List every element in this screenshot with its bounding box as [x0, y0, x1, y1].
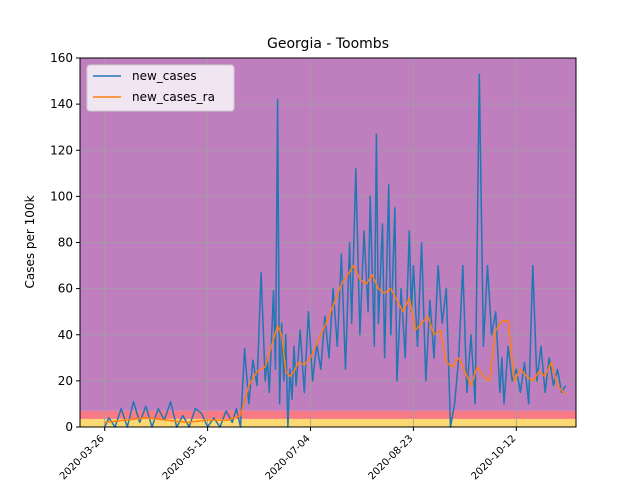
series-line-new_cases_ra: [104, 264, 567, 424]
x-tick-label: 2020-08-23: [367, 433, 416, 480]
legend-box: [86, 64, 235, 112]
y-tick-label: 140: [50, 97, 73, 111]
y-axis: 0 20 40 60 80 100 120 140 160: [50, 51, 80, 434]
legend-label: new_cases_ra: [132, 90, 215, 104]
background-band-1: [80, 410, 576, 419]
x-tick-label: 2020-05-15: [161, 433, 210, 480]
legend-label: new_cases: [132, 69, 197, 83]
y-tick-label: 160: [50, 51, 73, 65]
y-tick-label: 20: [58, 374, 73, 388]
y-axis-label: Cases per 100k: [23, 195, 37, 288]
y-tick-label: 80: [58, 236, 73, 250]
y-tick-label: 120: [50, 143, 73, 157]
x-tick-label: 2020-10-12: [470, 433, 519, 480]
y-tick-label: 100: [50, 189, 73, 203]
y-tick-label: 0: [65, 420, 73, 434]
x-tick-label: 2020-07-04: [264, 433, 313, 480]
legend: new_cases new_cases_ra: [86, 64, 235, 112]
y-tick-label: 60: [58, 282, 73, 296]
y-tick-label: 40: [58, 328, 73, 342]
background-band-0: [80, 418, 576, 427]
x-axis: 2020-03-26 2020-05-15 2020-07-04 2020-08-23…: [58, 427, 518, 480]
chart-title: Georgia - Toombs: [267, 36, 389, 52]
x-tick-label: 2020-03-26: [58, 433, 107, 480]
